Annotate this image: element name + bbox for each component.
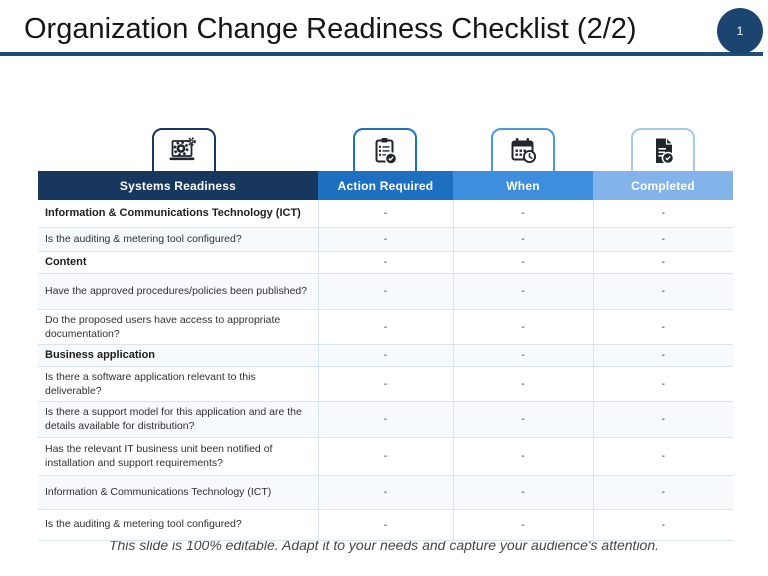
checklist-item-label: Business application [38,344,318,367]
checklist-item-label: Have the approved procedures/policies be… [38,273,318,310]
checklist-item-label: Has the relevant IT business unit been n… [38,437,318,476]
checklist-cell-value: - [592,227,733,252]
table-row: Is the auditing & metering tool configur… [38,509,733,541]
table-row: Is the auditing & metering tool configur… [38,227,733,252]
checklist-cell-value: - [452,437,593,476]
checklist-cell-value: - [592,309,733,345]
checklist-item-label: Is the auditing & metering tool configur… [38,227,318,252]
title-divider [0,52,763,56]
checklist-cell-value: - [317,200,453,228]
checklist-cell-value: - [592,251,733,274]
checklist-item-label: Is the auditing & metering tool configur… [38,509,318,541]
checklist-cell-value: - [317,366,453,403]
checklist-cell-value: - [592,475,733,510]
document-check-icon [656,138,675,165]
table-row: Is there a software application relevant… [38,366,733,403]
checklist-cell-value: - [452,227,593,252]
column-header-completed: Completed [593,171,733,200]
table-row: Content - - - [38,251,733,274]
table-row: Information & Communications Technology … [38,475,733,510]
checklist-cell-value: - [452,509,593,541]
checklist-cell-value: - [452,401,593,438]
checklist-item-label: Is there a support model for this applic… [38,401,318,438]
checklist-cell-value: - [592,509,733,541]
checklist-item-label: Information & Communications Technology … [38,475,318,510]
checklist-cell-value: - [592,200,733,228]
checklist-cell-value: - [317,401,453,438]
checklist-cell-value: - [317,251,453,274]
checklist-cell-value: - [317,509,453,541]
checklist-cell-value: - [452,309,593,345]
table-row: Has the relevant IT business unit been n… [38,437,733,476]
checklist-cell-value: - [452,366,593,403]
clipboard-check-icon [375,138,398,165]
page-number: 1 [736,24,744,38]
checklist-cell-value: - [592,437,733,476]
checklist-cell-value: - [452,273,593,310]
column-header-systems-readiness: Systems Readiness [38,171,318,200]
checklist-cell-value: - [317,437,453,476]
checklist-cell-value: - [317,344,453,367]
checklist-cell-value: - [452,200,593,228]
column-header-action-required: Action Required [318,171,453,200]
checklist-cell-value: - [592,401,733,438]
table-row: Have the approved procedures/policies be… [38,273,733,310]
checklist-cell-value: - [452,344,593,367]
table-header-row: Systems Readiness Action Required When C… [38,171,733,200]
table-row: Is there a support model for this applic… [38,401,733,438]
page-title: Organization Change Readiness Checklist … [24,13,637,45]
checklist-cell-value: - [592,344,733,367]
table-row: Business application - - - [38,344,733,367]
checklist-cell-value: - [317,273,453,310]
checklist-item-label: Is there a software application relevant… [38,366,318,403]
checklist-item-label: Do the proposed users have access to app… [38,309,318,345]
table-row: Information & Communications Technology … [38,200,733,228]
checklist-cell-value: - [317,309,453,345]
footer-note: This slide is 100% editable. Adapt it to… [108,537,660,553]
calendar-clock-icon [511,138,537,164]
checklist-cell-value: - [317,475,453,510]
checklist-item-label: Content [38,251,318,274]
checklist-cell-value: - [452,475,593,510]
checklist-item-label: Information & Communications Technology … [38,200,318,228]
laptop-gears-icon [169,137,196,161]
checklist-cell-value: - [592,273,733,310]
checklist-cell-value: - [452,251,593,274]
page-number-badge: 1 [717,8,763,54]
checklist-cell-value: - [592,366,733,403]
checklist-cell-value: - [317,227,453,252]
column-header-when: When [453,171,593,200]
readiness-checklist-table: Systems Readiness Action Required When C… [38,171,733,541]
table-row: Do the proposed users have access to app… [38,309,733,345]
